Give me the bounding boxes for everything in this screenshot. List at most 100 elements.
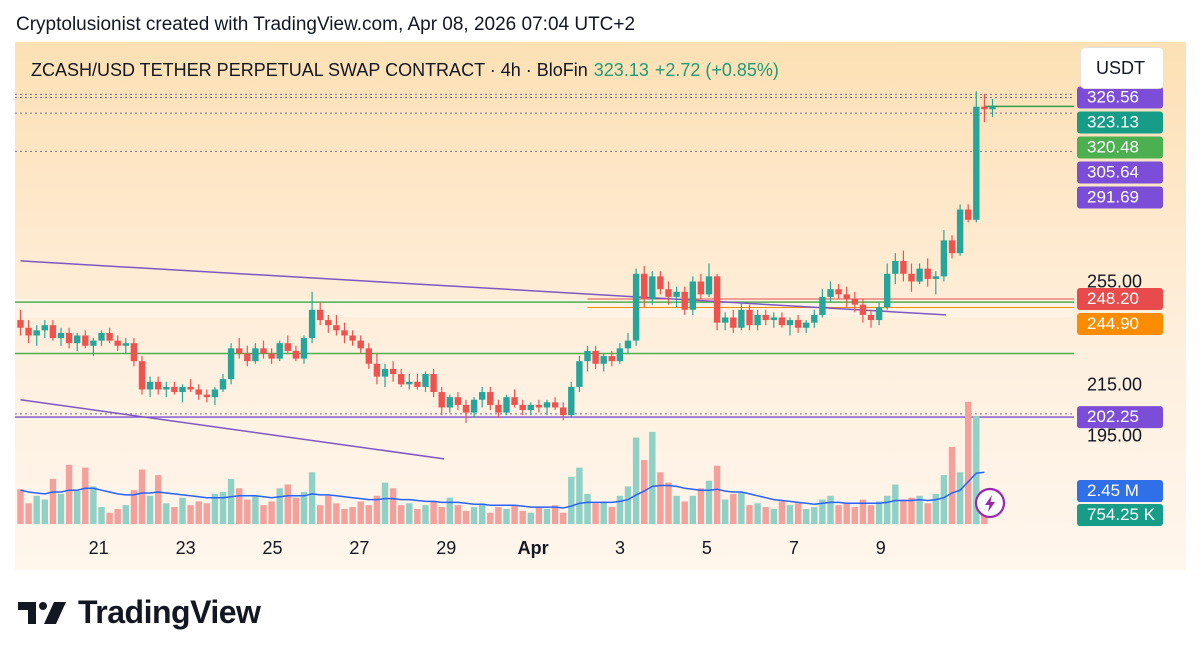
candle-body — [406, 381, 413, 385]
volume-bar — [965, 401, 972, 524]
volume-bar — [722, 499, 729, 524]
volume-bar — [260, 505, 267, 524]
candle-body — [203, 394, 210, 398]
volume-bar — [730, 493, 737, 524]
lightning-alert-icon[interactable] — [974, 487, 1006, 519]
symbol-info: ZCASH/USD TETHER PERPETUAL SWAP CONTRACT… — [31, 60, 779, 81]
volume-bar — [414, 508, 421, 524]
volume-bar — [908, 497, 915, 524]
tradingview-brand: TradingView — [78, 594, 261, 630]
candle-body — [495, 404, 502, 413]
volume-bar — [738, 492, 745, 524]
volume-bar — [543, 508, 551, 524]
volume-bar — [300, 492, 308, 524]
candle-body — [981, 106, 988, 110]
volume-bar — [163, 503, 170, 524]
candle-body — [527, 404, 534, 411]
candle-body — [657, 276, 664, 290]
candle-body — [632, 273, 640, 341]
symbol-name: ZCASH/USD TETHER PERPETUAL SWAP CONTRACT… — [31, 60, 588, 80]
volume-bar — [252, 495, 259, 524]
volume-bar — [98, 507, 105, 524]
x-tick-label: 7 — [789, 538, 799, 558]
volume-bar — [146, 495, 154, 524]
chart-panel[interactable]: 21 23 25 27 29 Apr 3 5 7 9 255.00 215.00 195.00 326.… — [15, 42, 1186, 570]
volume-ma-line — [20, 471, 985, 509]
candle-body — [57, 332, 65, 339]
candle-body — [365, 348, 372, 364]
volume-bar — [227, 478, 235, 524]
volume-bar — [584, 493, 591, 524]
volume-bar — [689, 495, 696, 524]
candle-body — [592, 350, 599, 364]
volume-bar — [203, 503, 210, 524]
currency-button[interactable]: USDT — [1081, 48, 1163, 88]
candle-body — [584, 350, 591, 362]
volume-bar — [770, 508, 777, 524]
candle-body — [195, 389, 202, 395]
candle-body — [762, 314, 769, 321]
candle-body — [138, 361, 146, 390]
volume-bar — [195, 501, 202, 524]
price-label-box — [1077, 186, 1163, 209]
volume-bar — [535, 507, 543, 524]
volume-bar — [65, 464, 73, 524]
volume-bar — [49, 478, 57, 524]
volume-bar — [843, 503, 850, 524]
price-chart[interactable]: 21 23 25 27 29 Apr 3 5 7 9 255.00 215.00 195.00 326.… — [15, 42, 1186, 570]
price-label-248.20: 248.20 — [1087, 289, 1139, 308]
candle-body — [114, 340, 121, 346]
candle-body — [171, 386, 178, 393]
volume-bar — [325, 495, 332, 524]
volume-bar — [746, 505, 753, 524]
candle-body — [916, 268, 923, 282]
candle-body — [333, 325, 340, 331]
candle-body — [705, 276, 713, 295]
y-tick-label: 215.00 — [1087, 374, 1142, 394]
volume-bar — [211, 493, 219, 524]
volume-bar — [57, 493, 65, 524]
candle-body — [211, 389, 219, 398]
volume-bar — [786, 505, 794, 524]
volume-bar — [349, 507, 356, 524]
volume-bar — [649, 431, 656, 524]
volume-bar — [981, 512, 988, 524]
candle-body — [892, 260, 899, 274]
volume-bar — [697, 488, 705, 524]
candle-body — [33, 330, 40, 336]
volume-bar — [835, 505, 842, 524]
volume-bar — [406, 503, 413, 524]
price-label-box — [1077, 287, 1163, 310]
candle-body — [551, 402, 559, 408]
volume-label: 754.25 K — [1087, 505, 1156, 524]
volume-bar — [916, 495, 923, 524]
candle-body — [422, 374, 429, 387]
candle-body — [381, 368, 389, 377]
volume-bar — [503, 508, 510, 524]
candle-body — [681, 291, 688, 310]
volume-bar — [373, 495, 381, 524]
candle-body — [17, 320, 24, 328]
price-label-box — [1077, 86, 1163, 109]
candle-body — [65, 332, 73, 344]
volume-bar — [867, 505, 875, 524]
volume-bar — [762, 507, 769, 524]
price-label-323.13: 323.13 — [1087, 113, 1139, 132]
x-tick-label: 29 — [436, 538, 456, 558]
volume-bar — [632, 437, 640, 524]
volume-bar — [187, 505, 194, 524]
price-label-202.25: 202.25 — [1087, 407, 1139, 426]
candle-body — [535, 404, 543, 408]
price-label-box — [1077, 406, 1163, 429]
candle-body — [74, 335, 81, 344]
volume-bar — [430, 501, 437, 524]
price-label-box — [1077, 312, 1163, 335]
chart-caption: Cryptolusionist created with TradingView… — [16, 14, 636, 35]
candle-body — [122, 343, 129, 346]
price-change: +2.72 (+0.85%) — [654, 60, 779, 80]
candle-body — [697, 281, 705, 295]
candle-body — [673, 291, 680, 297]
volume-bar — [576, 467, 583, 524]
candle-body — [325, 320, 332, 326]
volume-bar — [519, 510, 526, 524]
